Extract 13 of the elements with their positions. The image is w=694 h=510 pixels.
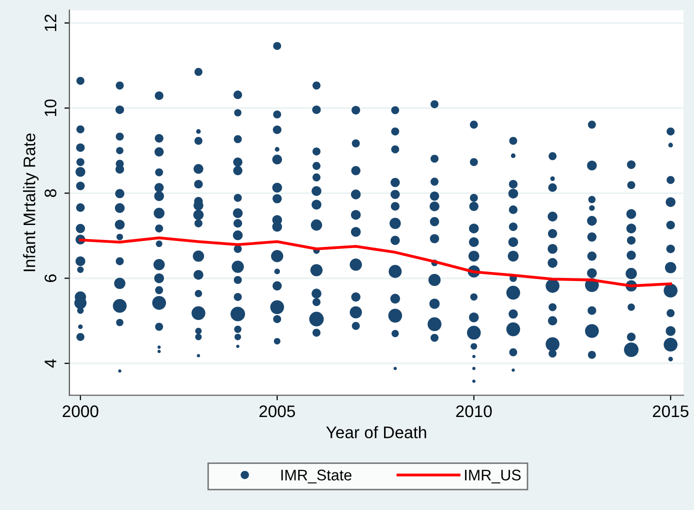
y-tick-label: 8 — [44, 189, 56, 198]
x-tick-label: 2015 — [652, 405, 688, 418]
x-tick-label: 2010 — [456, 405, 492, 418]
y-tick-label: 4 — [44, 359, 56, 368]
x-tick-label: 2000 — [62, 405, 98, 418]
y-tick-label: 12 — [44, 14, 56, 31]
legend-label: IMR_US — [465, 470, 521, 484]
y-tick-label: 6 — [44, 274, 56, 282]
y-axis-title: Infant Mrtality Rate — [23, 134, 39, 272]
x-tick-label: 2005 — [259, 405, 295, 418]
legend-label: IMR_State — [281, 470, 352, 484]
x-axis-title: Year of Death — [326, 426, 426, 438]
y-tick-label: 10 — [44, 99, 56, 116]
